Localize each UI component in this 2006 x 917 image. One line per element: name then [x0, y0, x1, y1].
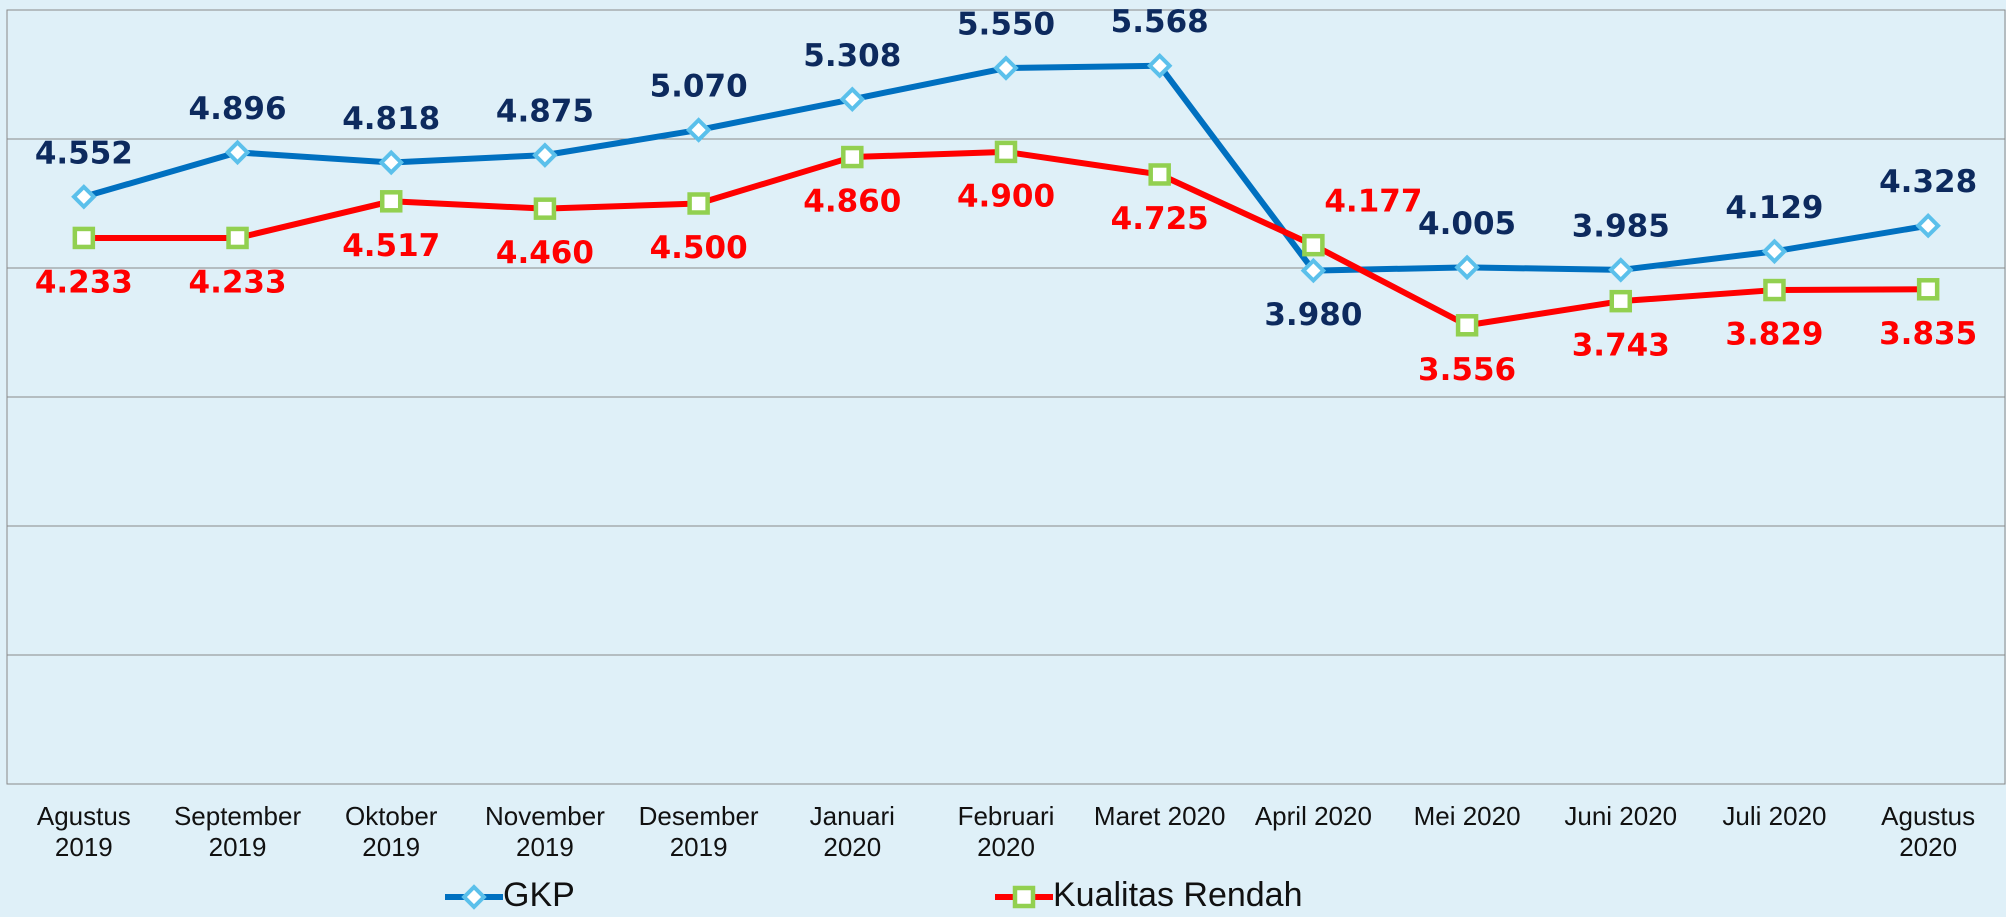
marker: [72, 226, 96, 250]
x-tick-label: Mei 2020: [1414, 801, 1521, 831]
x-tick-label: Agustus 2019: [37, 801, 131, 862]
marker: [1763, 278, 1786, 302]
data-label: 3.985: [1572, 208, 1670, 244]
legend-marker: [461, 884, 487, 910]
data-label: 5.070: [650, 68, 748, 104]
data-label: 3.980: [1264, 297, 1362, 333]
x-tick-label: Agustus 2020: [1881, 801, 1975, 862]
legend-label: GKP: [503, 876, 575, 914]
x-tick-label: November 2019: [485, 801, 605, 862]
x-tick-label: Juni 2020: [1564, 801, 1677, 831]
data-label: 4.177: [1324, 184, 1422, 220]
data-label: 4.725: [1111, 201, 1209, 237]
marker: [1454, 254, 1480, 281]
marker: [994, 140, 1018, 164]
marker: [378, 149, 404, 176]
data-label: 3.556: [1418, 352, 1516, 388]
marker: [532, 142, 558, 168]
data-label: 5.568: [1111, 4, 1209, 40]
data-label: 3.835: [1879, 316, 1977, 352]
data-label: 4.818: [342, 101, 440, 137]
x-tick-label: April 2020: [1255, 801, 1372, 831]
data-label: 4.896: [189, 91, 287, 127]
marker: [1761, 238, 1788, 265]
marker: [71, 184, 97, 210]
data-label: 4.875: [496, 94, 594, 130]
legend-label: Kualitas Rendah: [1053, 876, 1303, 914]
marker: [687, 192, 710, 215]
x-tick-label: Februari 2020: [958, 801, 1055, 862]
marker: [1915, 212, 1941, 239]
data-label: 3.829: [1725, 317, 1823, 353]
marker: [226, 226, 249, 250]
marker: [685, 117, 712, 143]
legend-marker: [1012, 885, 1036, 909]
x-tick-label: Maret 2020: [1094, 801, 1226, 831]
marker: [533, 197, 557, 220]
x-tick-label: Oktober 2019: [345, 801, 438, 862]
marker: [1608, 257, 1634, 283]
marker: [1146, 53, 1173, 79]
data-label: 3.743: [1572, 328, 1670, 364]
data-label: 4.517: [342, 228, 440, 264]
data-label: 4.005: [1418, 206, 1516, 242]
data-label: 5.550: [957, 7, 1055, 43]
data-label: 4.900: [957, 178, 1055, 214]
data-label: 5.308: [803, 38, 901, 74]
marker: [1148, 163, 1171, 186]
x-tick-label: Juli 2020: [1722, 801, 1826, 831]
marker: [224, 139, 251, 166]
x-tick-label: September 2019: [174, 801, 302, 862]
marker: [1916, 278, 1940, 301]
marker: [993, 55, 1019, 81]
data-label: 4.233: [189, 264, 287, 300]
data-label: 4.328: [1879, 164, 1977, 200]
marker: [839, 86, 866, 112]
marker: [841, 145, 864, 169]
data-label: 4.860: [803, 184, 901, 220]
marker: [379, 190, 403, 213]
data-label: 4.129: [1725, 190, 1823, 226]
x-tick-label: Desember 2019: [639, 801, 759, 862]
marker: [1455, 314, 1479, 337]
data-label: 4.460: [496, 235, 594, 271]
marker: [1300, 257, 1327, 284]
data-label: 4.500: [650, 230, 748, 266]
x-tick-label: Januari 2020: [810, 801, 895, 862]
data-label: 4.233: [35, 264, 133, 300]
marker: [1609, 289, 1633, 313]
data-label: 4.552: [35, 135, 133, 171]
marker: [1302, 233, 1325, 257]
